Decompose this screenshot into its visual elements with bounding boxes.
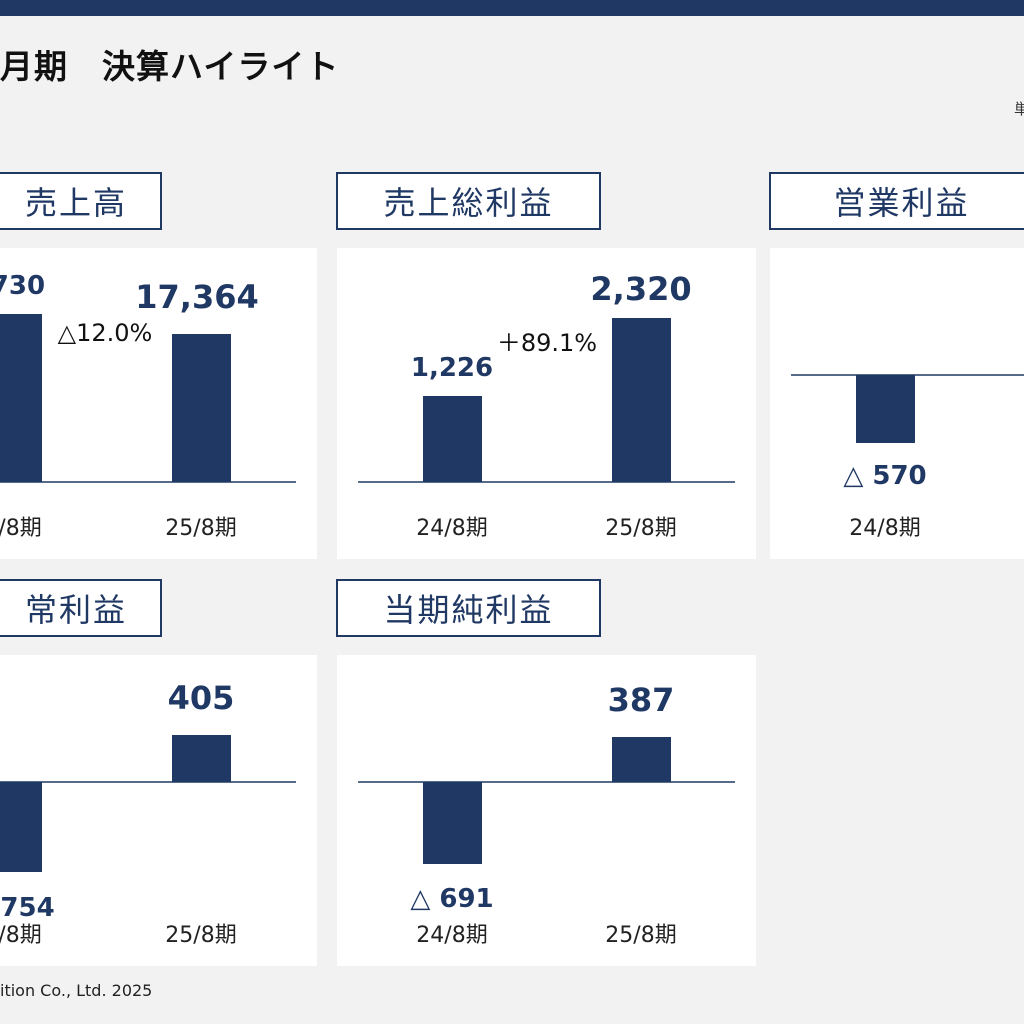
chart-net-income: △ 691 387 24/8期 25/8期 bbox=[358, 679, 735, 948]
value-label-25-8: 387 bbox=[608, 681, 675, 719]
bar-24-8 bbox=[0, 314, 42, 482]
change-label: △12.0% bbox=[58, 319, 153, 347]
copyright: ition Co., Ltd. 2025 bbox=[0, 981, 153, 1000]
bar-25-8 bbox=[612, 737, 671, 782]
value-label-24-8: ,730 bbox=[0, 271, 45, 301]
label-gross-profit: 売上総利益 bbox=[336, 172, 601, 230]
chart-operating-profit: △ 570 24/8期 bbox=[791, 374, 1024, 541]
value-label-24-8: △ 754 bbox=[0, 893, 55, 923]
bar-25-8 bbox=[612, 318, 671, 482]
category-label-24-8: 24/8期 bbox=[416, 516, 487, 541]
header-bar bbox=[0, 0, 1024, 16]
category-label-24-8: 4/8期 bbox=[0, 923, 42, 948]
category-label-24-8: 4/8期 bbox=[0, 516, 42, 541]
value-label-24-8: 1,226 bbox=[411, 353, 493, 383]
chart-gross-profit: 1,226 2,320 ＋89.1% 24/8期 25/8期 bbox=[358, 268, 735, 541]
label-gross-profit-text: 売上総利益 bbox=[383, 184, 554, 222]
category-label-24-8: 24/8期 bbox=[416, 923, 487, 948]
chart-net-sales: ,730 17,364 △12.0% 4/8期 25/8期 bbox=[0, 269, 296, 541]
category-label-25-8: 25/8期 bbox=[165, 516, 236, 541]
bar-24-8 bbox=[423, 782, 482, 864]
chart-panel-gross-profit: 1,226 2,320 ＋89.1% 24/8期 25/8期 bbox=[337, 248, 756, 559]
chart-panel-operating-profit: △ 570 24/8期 bbox=[770, 248, 1024, 559]
category-label-25-8: 25/8期 bbox=[165, 923, 236, 948]
label-operating-profit: 営業利益 bbox=[769, 172, 1024, 230]
label-ordinary-profit-text: 常利益 bbox=[24, 591, 127, 629]
chart-ordinary-profit: △ 754 405 4/8期 25/8期 bbox=[0, 677, 296, 948]
value-label-25-8: 405 bbox=[168, 679, 235, 717]
label-ordinary-profit: 常利益 bbox=[0, 579, 162, 637]
chart-panel-net-income: △ 691 387 24/8期 25/8期 bbox=[337, 655, 756, 966]
label-net-sales-text: 売上高 bbox=[24, 184, 127, 222]
bar-25-8 bbox=[172, 334, 231, 482]
label-net-income-text: 当期純利益 bbox=[383, 591, 554, 629]
change-label: ＋89.1% bbox=[497, 329, 597, 357]
value-label-24-8: △ 691 bbox=[410, 884, 493, 914]
label-net-income: 当期純利益 bbox=[336, 579, 601, 637]
bar-24-8 bbox=[856, 375, 915, 443]
category-label-24-8: 24/8期 bbox=[849, 516, 920, 541]
value-label-24-8: △ 570 bbox=[843, 461, 926, 491]
bar-24-8 bbox=[0, 782, 42, 872]
bar-24-8 bbox=[423, 396, 482, 482]
unit-label: 単 bbox=[1014, 100, 1024, 118]
category-label-25-8: 25/8期 bbox=[605, 516, 676, 541]
bar-25-8 bbox=[172, 735, 231, 782]
value-label-25-8: 17,364 bbox=[135, 278, 258, 316]
chart-panel-net-sales: ,730 17,364 △12.0% 4/8期 25/8期 bbox=[0, 248, 317, 559]
label-net-sales: 売上高 bbox=[0, 172, 162, 230]
page-title: 月期 決算ハイライト bbox=[0, 47, 340, 86]
label-operating-profit-text: 営業利益 bbox=[833, 184, 970, 222]
chart-panel-ordinary-profit: △ 754 405 4/8期 25/8期 bbox=[0, 655, 317, 966]
value-label-25-8: 2,320 bbox=[590, 270, 691, 308]
category-label-25-8: 25/8期 bbox=[605, 923, 676, 948]
